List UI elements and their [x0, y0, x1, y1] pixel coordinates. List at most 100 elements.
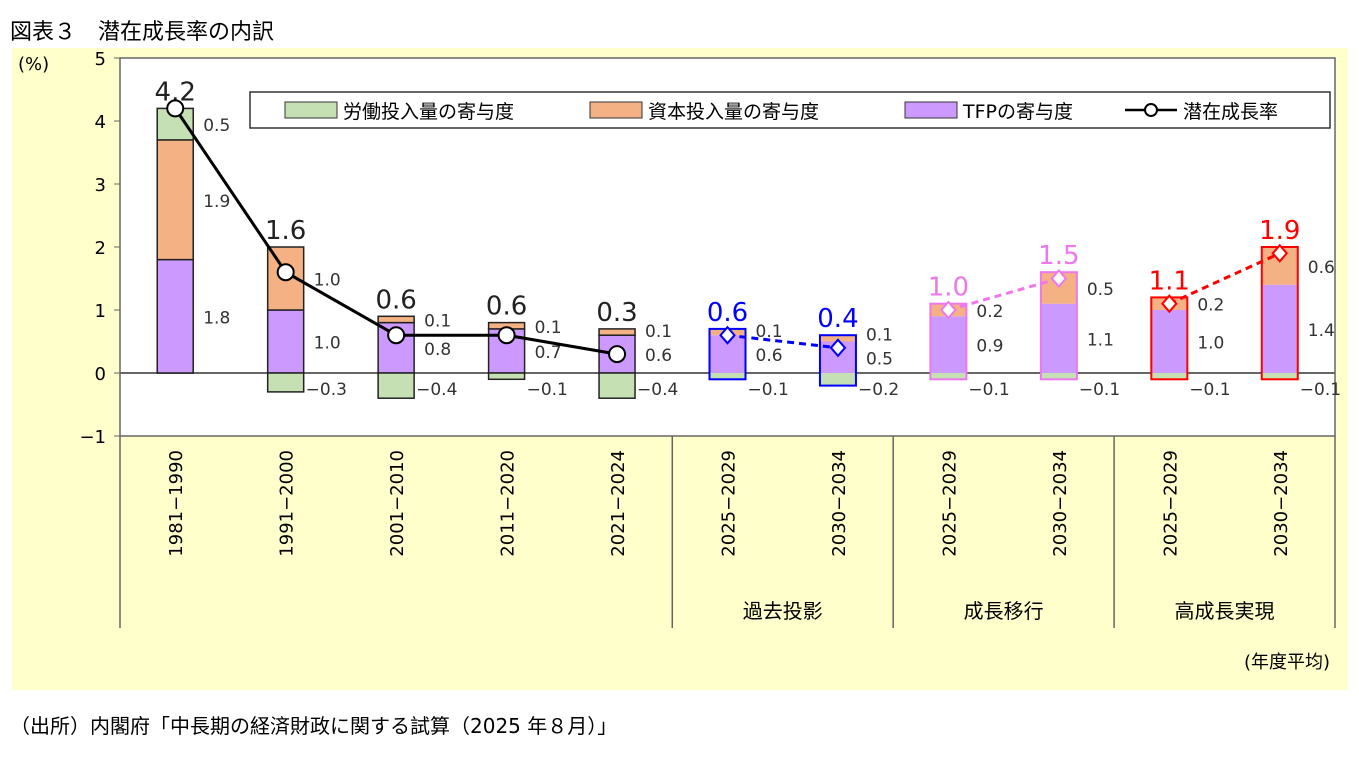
bar-capital [156, 139, 194, 261]
data-label-capital: 0.1 [424, 311, 451, 331]
category-label: 1981−1990 [166, 450, 187, 557]
data-label-capital: 0.2 [1197, 296, 1224, 316]
data-label-tfp: 1.0 [314, 334, 341, 354]
potential-growth-marker [719, 325, 736, 345]
total-label: 1.1 [1149, 266, 1190, 296]
data-label-capital: 1.0 [314, 271, 341, 291]
bar-labor [930, 373, 967, 380]
y-tick-label: −1 [79, 427, 106, 448]
legend-label: TFPの寄与度 [962, 101, 1073, 123]
bar-capital [598, 328, 636, 336]
y-tick-label: 0 [95, 364, 106, 385]
data-label-labor: −0.1 [1189, 380, 1230, 400]
data-label-labor: 0.5 [203, 116, 230, 136]
bar-labor [1040, 373, 1077, 380]
total-label: 1.6 [265, 216, 306, 246]
category-label: 2021−2024 [608, 450, 629, 557]
bar-capital [377, 315, 415, 324]
category-label: 2011−2020 [498, 450, 519, 557]
legend-label: 潜在成長率 [1183, 101, 1278, 123]
data-label-capital: 1.9 [203, 192, 230, 212]
legend-label: 労働投入量の寄与度 [343, 101, 514, 123]
data-label-labor: −0.1 [1300, 380, 1341, 400]
data-label-labor: −0.2 [858, 380, 899, 400]
data-label-labor: −0.1 [1079, 380, 1120, 400]
data-label-tfp: 0.7 [535, 343, 562, 363]
bar-labor [377, 372, 415, 399]
total-label: 0.6 [707, 298, 748, 328]
bar-labor [598, 372, 636, 399]
x-axis-note: (年度平均) [1244, 652, 1330, 673]
total-label: 0.6 [486, 292, 527, 322]
bar-labor [266, 372, 305, 393]
potential-growth-marker [497, 326, 516, 345]
category-label: 2030−2034 [1050, 450, 1071, 557]
data-label-capital: 0.1 [756, 322, 783, 342]
data-label-tfp: 0.9 [976, 337, 1003, 357]
data-label-capital: 0.5 [1087, 280, 1114, 300]
data-label-labor: −0.4 [416, 380, 457, 400]
data-label-tfp: 0.8 [424, 340, 451, 360]
bar-labor [819, 373, 856, 386]
potential-growth-marker [829, 338, 847, 358]
category-label: 2001−2010 [387, 450, 408, 557]
bar-tfp [156, 258, 194, 374]
data-label-tfp: 0.5 [866, 349, 893, 369]
total-label: 0.6 [375, 285, 416, 315]
legend-swatch [589, 101, 643, 119]
legend-swatch [284, 101, 338, 119]
data-label-tfp: 1.1 [1087, 330, 1114, 350]
data-label-capital: 0.6 [1308, 258, 1335, 278]
bar-tfp [1261, 284, 1298, 373]
total-label: 0.4 [817, 304, 858, 334]
y-tick-label: 5 [95, 49, 106, 70]
legend-label: 資本投入量の寄与度 [648, 101, 819, 123]
group-label: 高成長実現 [1175, 599, 1275, 623]
category-label: 2025−2029 [1160, 450, 1181, 557]
y-tick-label: 2 [95, 238, 106, 259]
category-label: 2025−2029 [939, 450, 960, 557]
y-tick-label: 4 [95, 112, 106, 133]
y-axis-unit: (%) [18, 54, 49, 75]
potential-growth-marker [1271, 243, 1289, 263]
data-label-capital: 0.1 [535, 318, 562, 338]
bar-tfp [266, 309, 305, 374]
bar-labor [487, 372, 526, 381]
source-note: （出所）内閣府「中長期の経済財政に関する試算（2025 年８月）」 [10, 714, 618, 738]
data-label-capital: 0.1 [866, 325, 893, 345]
bar-labor [1261, 373, 1298, 380]
data-label-labor: −0.1 [968, 380, 1009, 400]
bar-outline [818, 334, 857, 387]
data-label-tfp: 0.6 [756, 346, 783, 366]
group-label: 過去投影 [743, 599, 823, 623]
data-label-tfp: 0.6 [645, 346, 672, 366]
category-label: 2030−2034 [829, 450, 850, 557]
category-label: 2030−2034 [1271, 450, 1292, 557]
potential-growth-line [727, 333, 839, 350]
bar-tfp [1040, 303, 1077, 373]
data-label-tfp: 1.0 [1197, 334, 1224, 354]
bar-labor [1151, 373, 1188, 380]
y-tick-label: 1 [95, 301, 106, 322]
potential-growth-marker [166, 99, 185, 118]
data-label-labor: −0.1 [527, 380, 568, 400]
data-label-labor: −0.4 [637, 380, 678, 400]
potential-growth-marker [940, 300, 957, 320]
potential-growth-marker [276, 263, 295, 282]
total-label: 1.0 [928, 273, 969, 303]
potential-growth-marker [387, 326, 406, 345]
total-label: 1.5 [1038, 241, 1079, 271]
total-label: 0.3 [596, 298, 637, 328]
potential-growth-marker [1050, 268, 1068, 289]
data-label-labor: −0.3 [306, 380, 347, 400]
category-label: 1991−2000 [277, 450, 298, 557]
bar-labor [709, 373, 746, 380]
y-tick-label: 3 [95, 175, 106, 196]
legend-marker [1144, 103, 1158, 117]
data-label-capital: 0.2 [976, 302, 1003, 322]
data-label-tfp: 1.4 [1308, 321, 1335, 341]
potential-growth-line [1168, 251, 1281, 306]
bar-tfp [1151, 310, 1188, 373]
total-label: 1.9 [1259, 216, 1300, 246]
